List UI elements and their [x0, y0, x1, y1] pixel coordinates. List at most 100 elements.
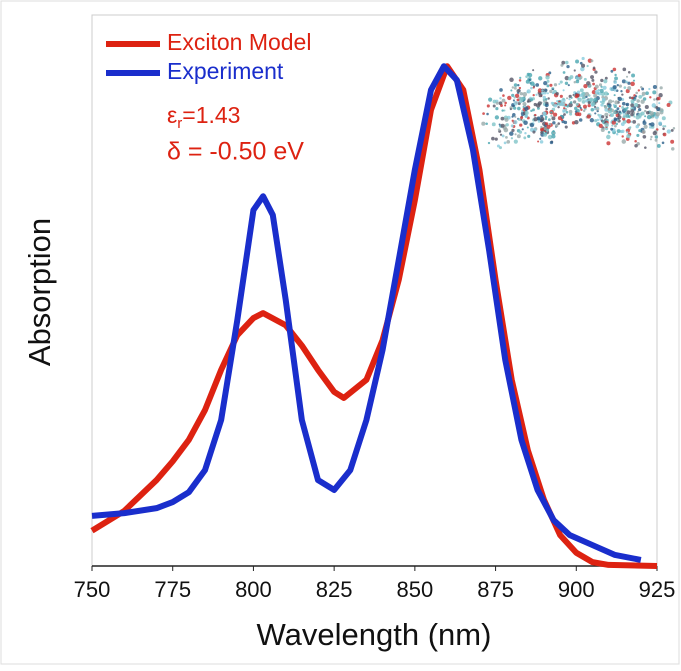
molecule-atom [511, 137, 513, 139]
molecule-atom [657, 97, 661, 101]
molecule-atom [509, 78, 513, 82]
molecule-atom [593, 66, 596, 69]
molecule-atom [547, 97, 549, 99]
molecule-atom [499, 88, 503, 92]
molecule-atom [578, 74, 581, 77]
molecule-atom [552, 121, 555, 124]
molecule-atom [513, 106, 516, 109]
molecule-atom [507, 96, 511, 100]
molecule-atom [597, 107, 599, 109]
molecule-atom [670, 140, 674, 144]
molecule-atom [566, 105, 569, 108]
molecule-atom [549, 84, 552, 87]
molecule-atom [663, 133, 667, 137]
molecule-atom [642, 92, 646, 96]
annotation-part: ε [167, 102, 177, 128]
molecule-atom [650, 116, 652, 118]
molecule-atom [555, 92, 558, 95]
molecule-atom [564, 121, 567, 124]
molecule-atom [634, 99, 636, 101]
molecule-atom [589, 84, 591, 86]
molecule-atom [580, 88, 584, 92]
x-tick-label: 825 [316, 577, 353, 602]
molecule-atom [610, 114, 613, 117]
molecule-atom [652, 103, 656, 107]
molecule-atom [645, 91, 649, 95]
molecule-atom [495, 138, 498, 141]
molecule-atom [649, 96, 651, 98]
molecule-atom [626, 103, 628, 105]
molecule-atom [592, 83, 595, 86]
molecule-atom [611, 124, 613, 126]
molecule-atom [530, 81, 535, 86]
molecule-atom [546, 129, 549, 132]
molecule-atom [551, 134, 555, 138]
x-tick-label: 775 [154, 577, 191, 602]
molecule-atom [644, 146, 647, 149]
molecule-atom [608, 109, 613, 114]
molecule-atom [535, 83, 539, 87]
molecule-atom [563, 113, 566, 116]
molecule-atom [622, 102, 626, 106]
molecule-atom [497, 144, 500, 147]
molecule-atom [535, 94, 537, 96]
x-axis-label: Wavelength (nm) [257, 617, 492, 652]
molecule-atom [590, 75, 594, 79]
molecule-atom [504, 118, 508, 122]
frame [1, 1, 679, 664]
molecule-atom [652, 90, 656, 94]
molecule-atom [525, 111, 529, 115]
molecule-atom [547, 80, 550, 83]
molecule-atom [574, 101, 577, 104]
molecule-atom [500, 104, 503, 107]
molecule-atom [566, 97, 568, 99]
molecule-atom [513, 96, 515, 98]
molecule-atom [530, 123, 534, 127]
molecule-atom [517, 107, 521, 111]
molecule-atom [649, 126, 652, 129]
legend-label: Experiment [167, 58, 284, 84]
molecule-atom [482, 112, 485, 115]
molecule-atom [604, 91, 608, 95]
molecule-atom [673, 127, 676, 130]
molecule-atom [621, 130, 624, 133]
molecule-atom [603, 86, 607, 90]
molecule-atom [576, 80, 580, 84]
molecule-atom [488, 98, 492, 102]
molecule-atom [635, 115, 639, 119]
molecule-atom [505, 123, 508, 126]
molecule-atom [481, 122, 485, 126]
molecule-atom [488, 142, 490, 144]
molecule-atom [499, 123, 501, 125]
molecule-atom [562, 98, 565, 101]
molecule-atom [621, 122, 625, 126]
molecule-atom [510, 89, 512, 91]
molecule-atom [560, 102, 564, 106]
molecule-atom [658, 102, 660, 104]
molecule-atom [501, 117, 505, 121]
molecule-atom [644, 125, 648, 129]
molecule-atom [601, 115, 604, 118]
x-tick-label: 750 [74, 577, 111, 602]
molecule-atom [608, 99, 612, 103]
molecule-atom [505, 136, 508, 139]
molecule-atom [648, 88, 650, 90]
molecule-atom [565, 82, 568, 85]
molecule-atom [574, 120, 578, 124]
molecule-atom [511, 94, 514, 97]
molecule-atom [530, 87, 533, 90]
molecule-atom [527, 89, 531, 93]
molecule-atom [604, 105, 607, 108]
molecule-atom [558, 83, 560, 85]
molecule-atom [530, 98, 533, 101]
molecule-atom [600, 79, 603, 82]
chart: Wavelength (nm) Absorption 7507758008258… [0, 0, 681, 666]
molecule-atom [594, 112, 596, 114]
molecule-atom [565, 61, 569, 65]
molecule-atom [563, 71, 566, 74]
molecule-atom [570, 101, 573, 104]
molecule-atom [553, 113, 557, 117]
molecule-atom [586, 65, 588, 67]
molecule-atom [501, 124, 505, 128]
molecule-atom [621, 93, 623, 95]
